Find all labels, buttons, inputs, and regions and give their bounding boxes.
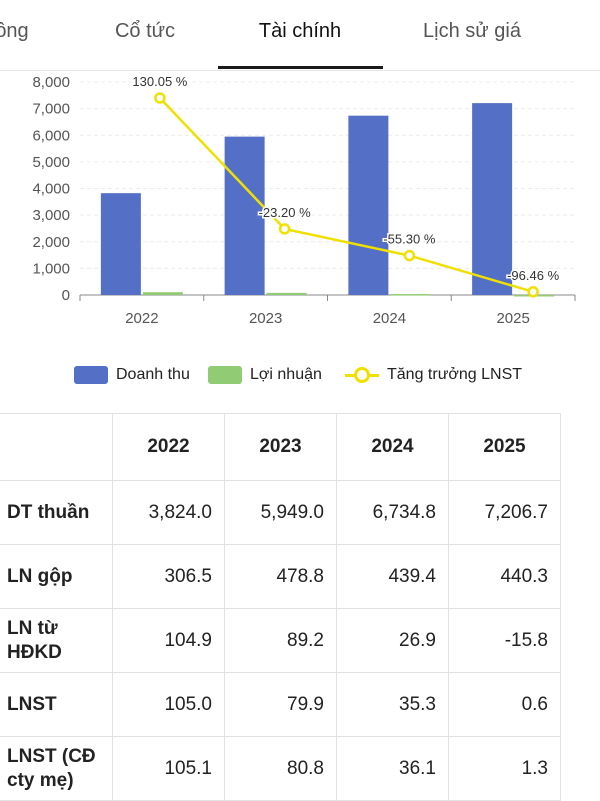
- table-cell: 439.4: [336, 544, 449, 609]
- line-point: [278, 223, 291, 235]
- table-row: DT thuần 3,824.0 5,949.0 6,734.8 7,206.7: [0, 480, 561, 545]
- table-cell: 105.0: [112, 672, 225, 737]
- table-row: LN gộp 306.5 478.8 439.4 440.3: [0, 544, 561, 609]
- tab-tai-chinh[interactable]: Tài chính: [258, 20, 342, 42]
- table-cell: 80.8: [224, 736, 337, 801]
- active-tab-indicator: [218, 66, 383, 69]
- chart-legend: Doanh thu Lợi nhuận Tăng trưởng LNST: [0, 366, 600, 390]
- table-header-row: 2022 2023 2024 2025: [0, 413, 561, 481]
- table-header-cell: [0, 413, 113, 481]
- tab-co-tuc[interactable]: Cổ tức: [114, 20, 176, 42]
- bar-loi-nhuan: [266, 292, 307, 295]
- legend-item-doanh-thu[interactable]: Doanh thu: [74, 366, 190, 384]
- row-label: LNST: [0, 672, 113, 737]
- line-point: [403, 249, 416, 262]
- line-point: [527, 286, 539, 298]
- table-cell: 36.1: [336, 736, 449, 801]
- table-cell: -15.8: [448, 608, 561, 673]
- bar-doanh-thu: [224, 136, 265, 295]
- table-cell: 6,734.8: [336, 480, 449, 545]
- table-cell: 104.9: [112, 608, 225, 673]
- legend-item-loi-nhuan[interactable]: Lợi nhuận: [208, 366, 322, 384]
- tab-bar: ông Cổ tức Tài chính Lịch sử giá: [0, 0, 600, 71]
- y-tick-label: 0: [62, 287, 70, 304]
- y-tick-label: 4,000: [32, 181, 70, 198]
- y-tick-label: 5,000: [32, 154, 70, 171]
- row-label: LN từ HĐKD: [0, 608, 113, 673]
- x-tick-label: 2022: [125, 310, 158, 327]
- bar-doanh-thu: [348, 115, 389, 296]
- row-label: LN gộp: [0, 544, 113, 609]
- table-header-cell: 2024: [336, 413, 449, 481]
- legend-item-tang-truong[interactable]: Tăng trưởng LNST: [345, 366, 522, 384]
- table-cell: 0.6: [448, 672, 561, 737]
- table-cell: 5,949.0: [224, 480, 337, 545]
- y-tick-label: 2,000: [32, 234, 70, 251]
- x-tick-label: 2025: [496, 310, 529, 327]
- bar-loi-nhuan: [142, 292, 183, 295]
- table-cell: 105.1: [112, 736, 225, 801]
- bar-loi-nhuan: [390, 294, 431, 296]
- bar-doanh-thu: [100, 193, 141, 295]
- legend-swatch-doanh-thu: [74, 366, 108, 384]
- financial-table: 2022 2023 2024 2025 DT thuần 3,824.0 5,9…: [0, 413, 561, 801]
- table-cell: 478.8: [224, 544, 337, 609]
- legend-label-doanh-thu: Doanh thu: [116, 366, 190, 383]
- row-label: LNST (CĐ cty mẹ): [0, 736, 113, 801]
- table-header-cell: 2025: [448, 413, 561, 481]
- legend-swatch-loi-nhuan: [208, 366, 242, 384]
- data-label: -23.20 %: [259, 205, 311, 220]
- table-header-cell: 2022: [112, 413, 225, 481]
- table-cell: 3,824.0: [112, 480, 225, 545]
- table-cell: 89.2: [224, 608, 337, 673]
- table-header-cell: 2023: [224, 413, 337, 481]
- table-cell: 79.9: [224, 672, 337, 737]
- line-tang-truong: [158, 97, 534, 294]
- data-label: 130.05 %: [132, 74, 187, 89]
- tab-lich-su-gia[interactable]: Lịch sử giá: [423, 20, 521, 42]
- bar-doanh-thu: [472, 103, 513, 295]
- row-label: DT thuần: [0, 480, 113, 545]
- financial-chart: 0 1,000 2,000 3,000 4,000 5,000 6,000 7,000 8,00…: [32, 72, 576, 327]
- table-row: LNST (CĐ cty mẹ) 105.1 80.8 36.1 1.3: [0, 736, 561, 801]
- legend-label-loi-nhuan: Lợi nhuận: [250, 366, 322, 383]
- table-cell: 440.3: [448, 544, 561, 609]
- x-tick-label: 2023: [249, 310, 282, 327]
- table-row: LNST 105.0 79.9 35.3 0.6: [0, 672, 561, 737]
- line-point: [154, 92, 166, 104]
- tab-co-dong[interactable]: ông: [0, 20, 29, 42]
- table-cell: 1.3: [448, 736, 561, 801]
- table-cell: 26.9: [336, 608, 449, 673]
- legend-label-tang-truong: Tăng trưởng LNST: [387, 366, 523, 383]
- y-tick-label: 7,000: [32, 101, 70, 118]
- table-cell: 35.3: [336, 672, 449, 737]
- table-cell: 7,206.7: [448, 480, 561, 545]
- y-tick-label: 8,000: [32, 74, 70, 91]
- legend-swatch-tang-truong: [345, 366, 379, 384]
- y-tick-label: 3,000: [32, 207, 70, 224]
- table-row: LN từ HĐKD 104.9 89.2 26.9 -15.8: [0, 608, 561, 673]
- data-label: -55.30 %: [383, 232, 435, 247]
- y-tick-label: 1,000: [32, 260, 70, 277]
- x-tick-label: 2024: [373, 310, 406, 327]
- y-tick-label: 6,000: [32, 127, 70, 144]
- data-label: -96.46 %: [507, 268, 559, 283]
- table-cell: 306.5: [112, 544, 225, 609]
